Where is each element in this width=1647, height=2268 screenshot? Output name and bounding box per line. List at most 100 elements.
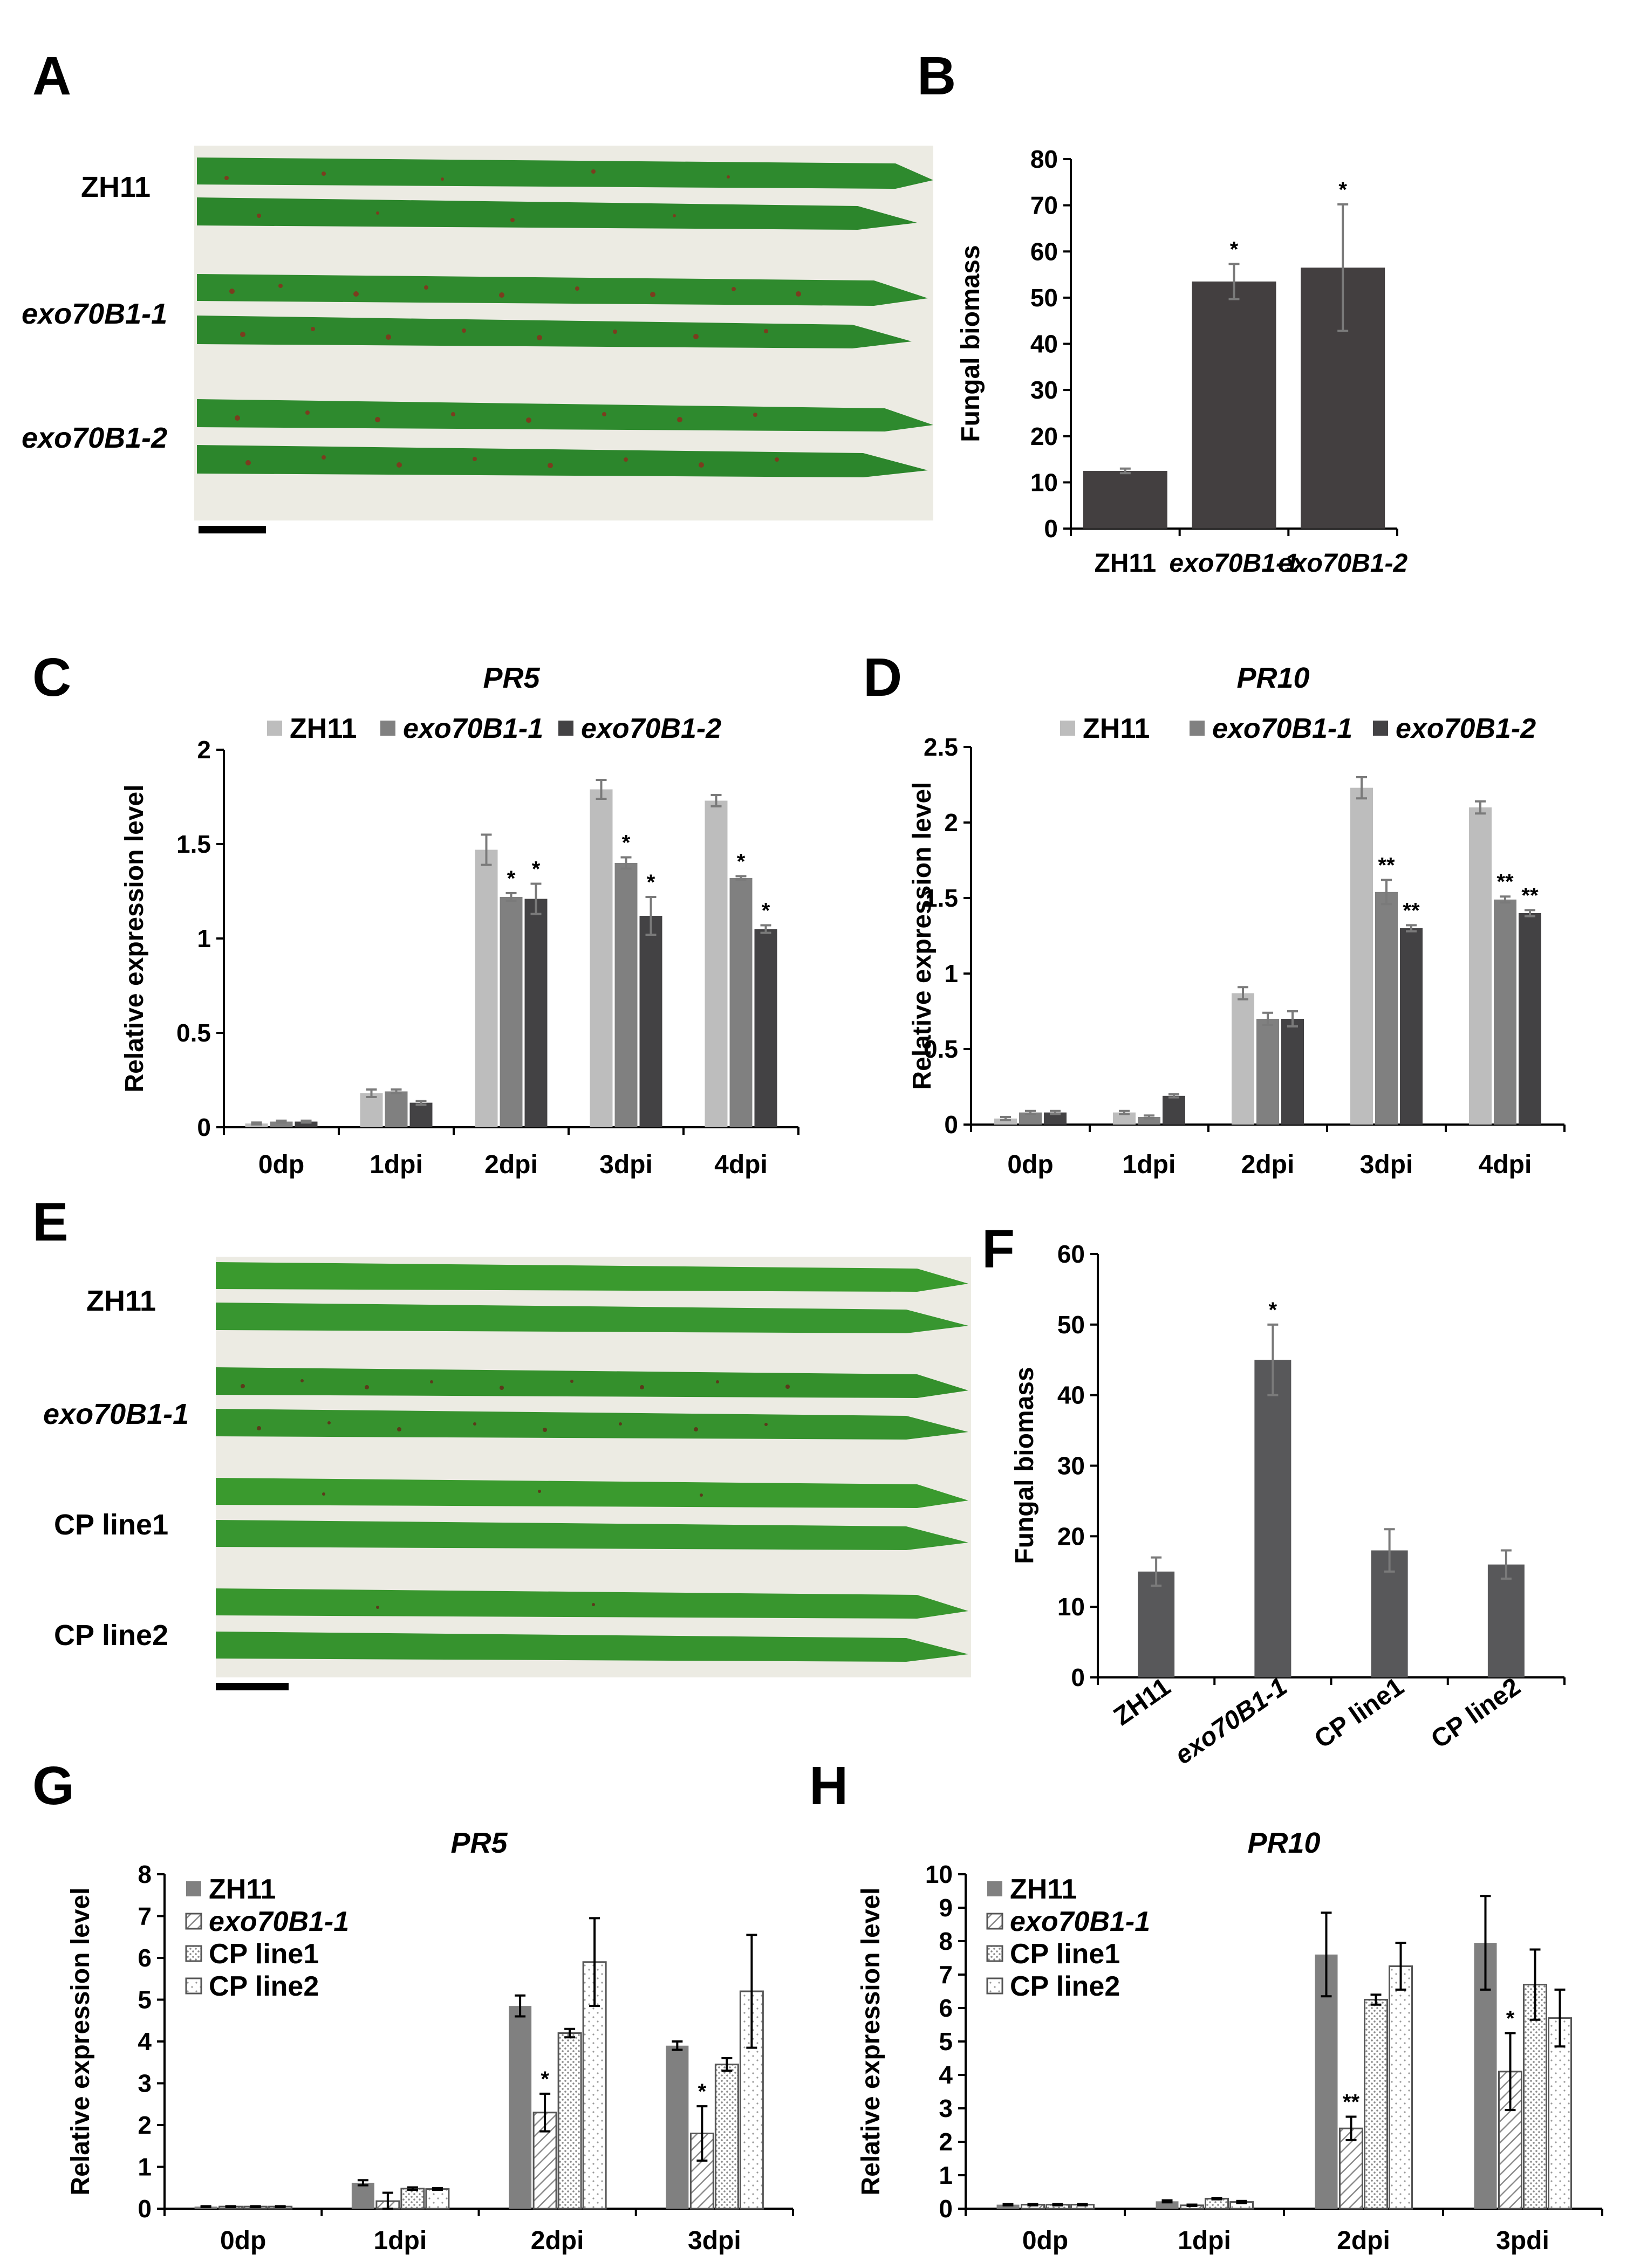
panel-d-error-bar (1000, 1116, 1011, 1121)
panel-g-y-axis-label: Relative expression level (66, 1888, 95, 2196)
panel-c-error-bar (366, 1088, 377, 1098)
panel-h-x-category-label: 1dpi (1178, 2226, 1231, 2255)
panel-h-error-bar (1554, 1988, 1566, 2048)
panel-d-bar (1375, 892, 1398, 1125)
panel-d-bar (994, 1118, 1017, 1125)
panel-c-y-tick-label: 2 (197, 736, 211, 764)
panel-c-error-bar (481, 833, 492, 866)
panel-h-x-category-label: 0dp (1022, 2226, 1068, 2255)
panel-d-error-bar (1168, 1093, 1179, 1099)
panel-b-chart: B Fungal biomass 0 10 20 30 40 50 60 70 80 ZH11 * exo… (917, 46, 1408, 578)
panel-b-y-tick-label: 60 (1030, 237, 1058, 265)
panel-d-title: PR10 (1236, 662, 1309, 694)
panel-d-error-bar (1144, 1114, 1154, 1120)
panel-a-scale-bar (199, 526, 266, 533)
panel-a-label-exo70b1-2: exo70B1-2 (22, 422, 167, 454)
panel-e-lesion-spots (241, 1379, 790, 1609)
panel-g-y-tick-label: 6 (138, 1944, 152, 1972)
panel-b-x-category-label: exo70B1-1 (1169, 549, 1299, 578)
panel-a-label-exo70b1-1: exo70B1-1 (22, 298, 167, 330)
panel-d-y-tick-label: 1 (944, 960, 958, 988)
panel-h-y-tick-label: 7 (939, 1961, 953, 1989)
panel-d-x-category-label: 3dpi (1360, 1150, 1413, 1179)
panel-f-x-category-label: CP line2 (1426, 1673, 1526, 1755)
panel-d-letter: D (863, 647, 902, 708)
panel-f-y-tick-label: 60 (1057, 1240, 1085, 1268)
panel-c-x-category-label: 2dpi (484, 1150, 538, 1179)
panel-c-bar (729, 878, 753, 1127)
panel-h-error-bar (1002, 2203, 1014, 2207)
panel-h-error-bar (1480, 1895, 1491, 1991)
panel-h-y-tick-label: 5 (939, 2027, 953, 2055)
panel-c-error-bar (760, 924, 771, 934)
panel-d-error-bar (1050, 1109, 1061, 1115)
panel-g-error-bar (382, 2191, 393, 2210)
panel-e-label-exo70b1-1: exo70B1-1 (43, 1398, 189, 1430)
panel-b-y-tick-label: 80 (1030, 145, 1058, 173)
panel-g-bar (666, 2045, 689, 2209)
panel-c-legend-swatch (380, 721, 395, 736)
panel-g-bar (509, 2006, 532, 2209)
panel-h-x-category-label: 2dpi (1337, 2226, 1390, 2255)
panel-h-error-bar (1027, 2203, 1038, 2207)
panel-h-significance-mark: ** (1343, 2091, 1360, 2114)
panel-g-legend-swatch (185, 1913, 202, 1930)
panel-h-error-bar (1052, 2203, 1063, 2207)
panel-h-legend-swatch (986, 1977, 1003, 1995)
panel-h-error-bar (1395, 1942, 1406, 1991)
panel-h-bar (1523, 1984, 1547, 2210)
panel-d-bar (1400, 928, 1423, 1125)
panel-h-legend-label: ZH11 (1010, 1874, 1077, 1905)
panel-h-legend-swatch (986, 1945, 1003, 1962)
panel-h-error-bar (1186, 2203, 1198, 2208)
panel-g-x-category-label: 0dp (220, 2226, 266, 2255)
panel-c-bar (590, 789, 613, 1127)
panel-b-error-bar (1228, 263, 1240, 300)
panel-c-y-tick-label: 1 (197, 924, 211, 953)
panel-d-legend-swatch (1190, 721, 1205, 736)
panel-c-significance-mark: * (507, 867, 516, 890)
panel-c-bar (524, 899, 548, 1127)
panel-d-x-category-label: 2dpi (1241, 1150, 1295, 1179)
panel-d-legend-swatch (1373, 721, 1388, 736)
panel-e-leaves (216, 1262, 968, 1662)
panel-b-significance-mark: * (1230, 237, 1239, 261)
panel-d-bar (1044, 1112, 1067, 1125)
panel-b-y-tick-label: 40 (1030, 330, 1058, 358)
panel-g-significance-mark: * (698, 2080, 707, 2103)
panel-f-bar (1138, 1571, 1175, 1677)
panel-g-error-bar (589, 1917, 600, 2007)
panel-g-letter: G (32, 1756, 74, 1816)
panel-h-bar (1548, 2017, 1572, 2210)
panel-h-error-bar (1321, 1911, 1332, 1998)
panel-c-legend-label: ZH11 (290, 713, 357, 744)
panel-d-y-tick-label: 1.5 (924, 884, 958, 912)
panel-f-error-bar (1151, 1556, 1162, 1587)
panel-c-y-axis-label: Relative expression level (120, 785, 149, 1093)
panel-d-error-bar (1025, 1109, 1036, 1115)
panel-c-legend: ZH11 exo70B1-1 exo70B1-2 (267, 713, 721, 744)
panel-d-x-category-label: 0dp (1007, 1150, 1053, 1179)
panel-c-title: PR5 (483, 662, 540, 694)
panel-f-y-tick-label: 50 (1057, 1311, 1085, 1339)
panel-f-error-bar (1267, 1323, 1279, 1396)
panel-g-error-bar (515, 1994, 526, 2018)
panel-e-label-cp-line2: CP line2 (54, 1619, 168, 1652)
panel-d-bar (1232, 993, 1254, 1125)
panel-d-legend: ZH11 exo70B1-1 exo70B1-2 (1060, 713, 1536, 744)
panel-d-legend-label: ZH11 (1083, 713, 1150, 744)
panel-b-y-tick-label: 10 (1030, 468, 1058, 496)
panel-c-error-bar (530, 882, 542, 915)
panel-d-bar (1350, 787, 1373, 1125)
panel-f-bar (1254, 1360, 1291, 1677)
panel-c-error-bar (251, 1121, 262, 1126)
panel-h-legend-label: exo70B1-1 (1010, 1906, 1150, 1937)
panel-b-y-tick-label: 70 (1030, 191, 1058, 220)
panel-h-y-tick-label: 9 (939, 1894, 953, 1922)
panel-h-y-tick-label: 1 (939, 2161, 953, 2189)
panel-d-bar (1113, 1112, 1136, 1125)
panel-c-bar (385, 1091, 408, 1127)
panel-b-letter: B (917, 46, 956, 106)
panel-c-error-bar (391, 1088, 402, 1094)
